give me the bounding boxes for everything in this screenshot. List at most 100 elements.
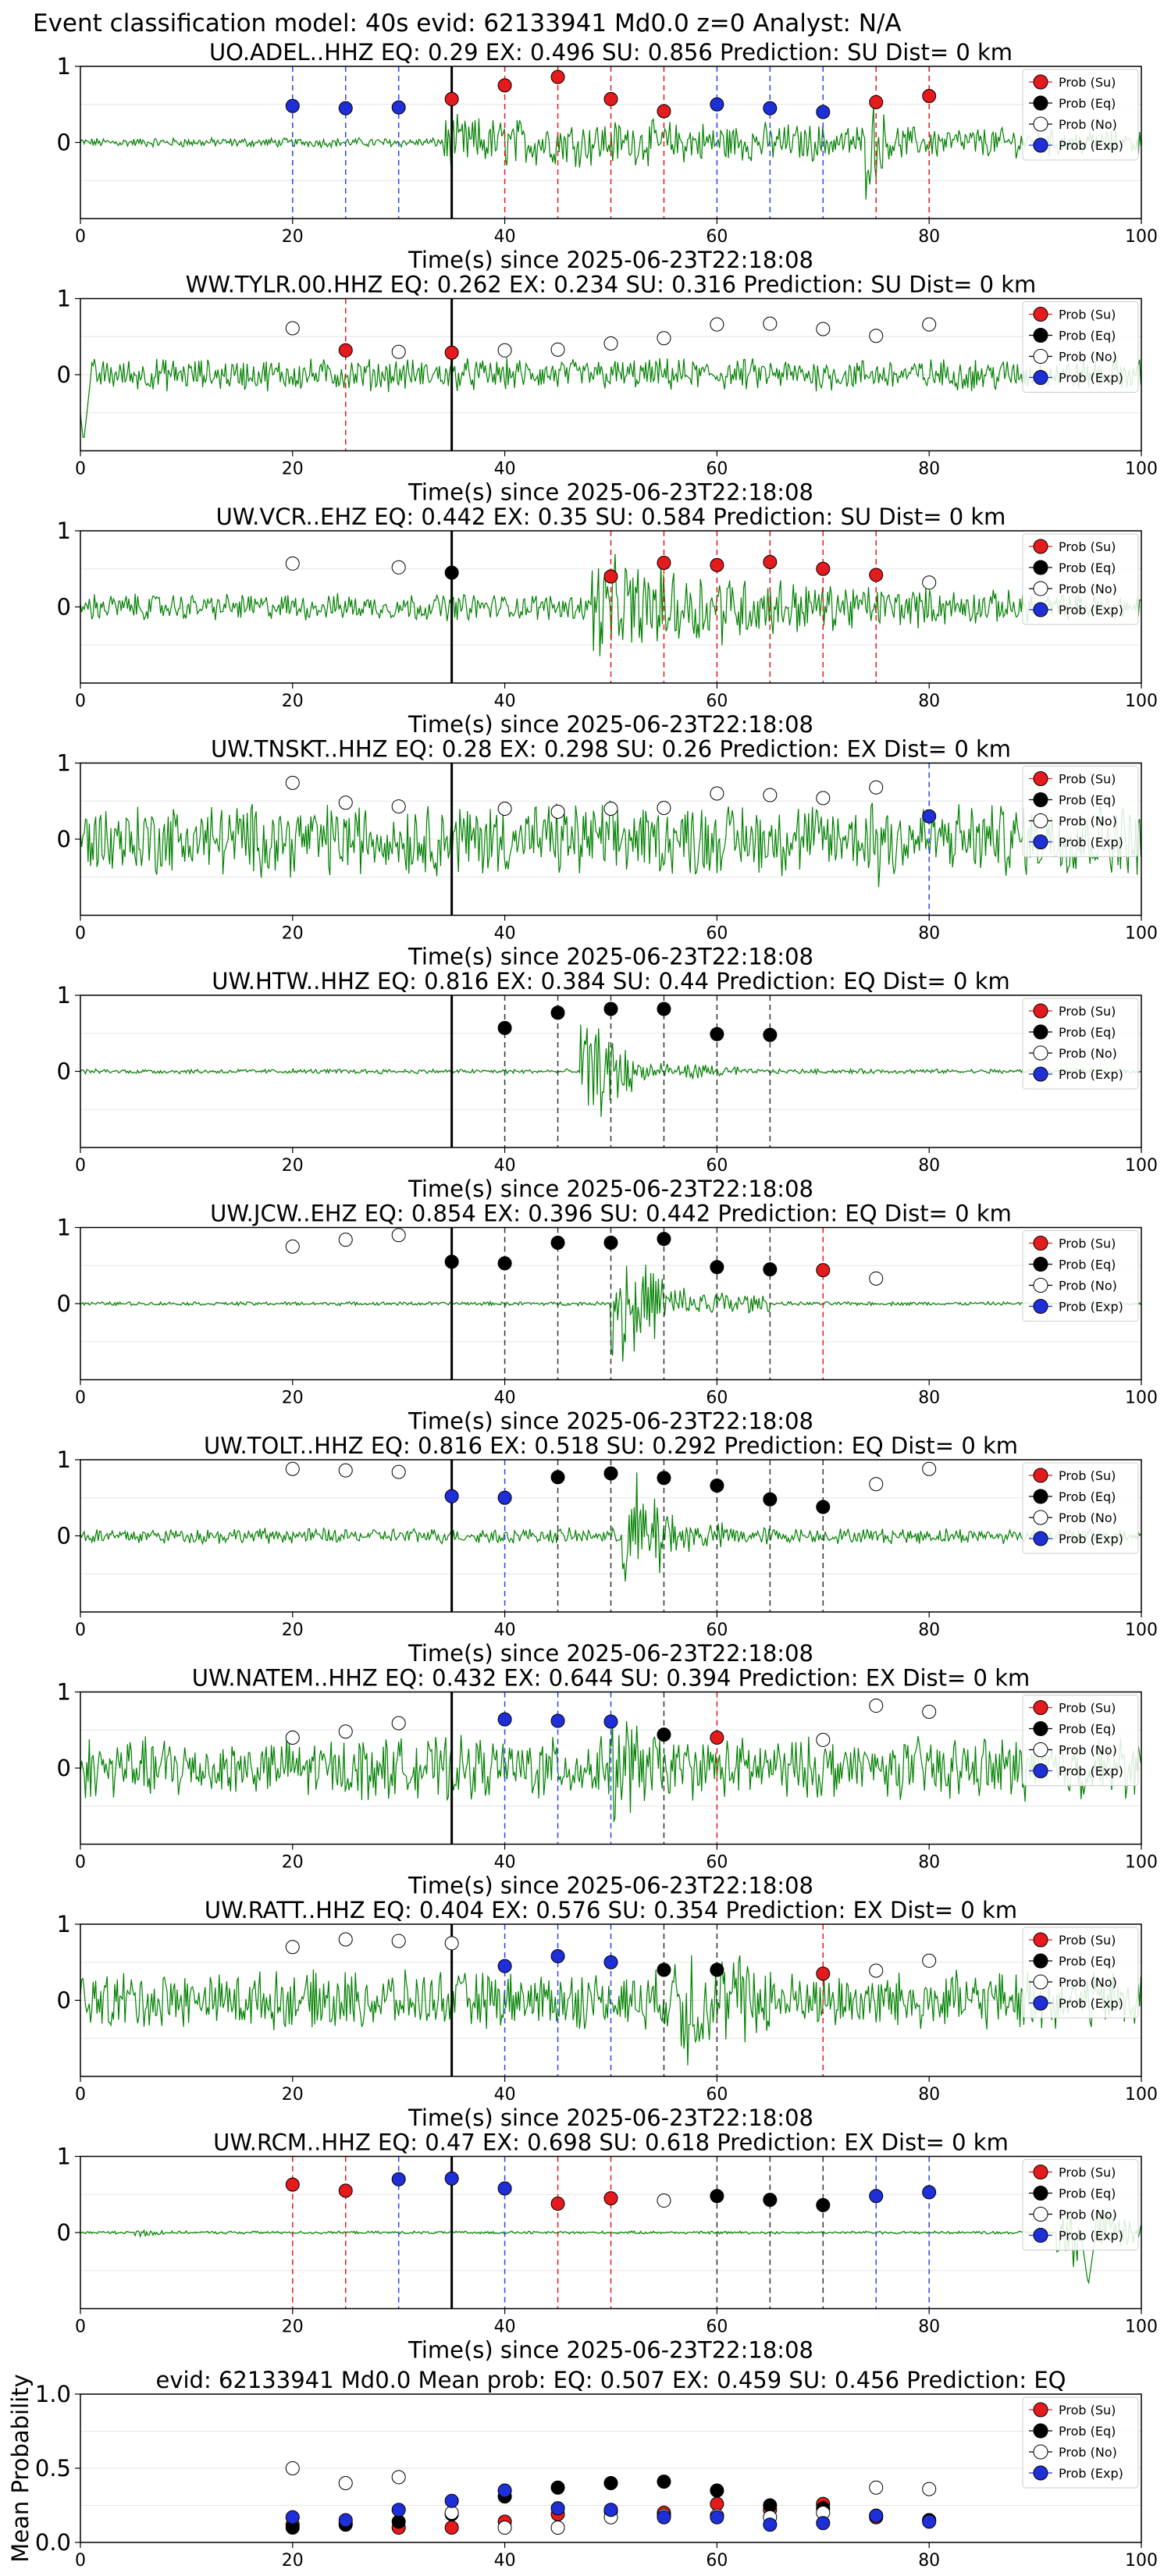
point-no bbox=[285, 321, 300, 336]
legend-marker-su bbox=[1033, 1700, 1048, 1715]
point-exp bbox=[497, 1712, 512, 1727]
x-tick-label: 80 bbox=[918, 227, 940, 247]
legend-label-su: Prob (Su) bbox=[1059, 2165, 1116, 2180]
panel-title: UW.NATEM..HHZ EQ: 0.432 EX: 0.644 SU: 0.… bbox=[192, 1665, 1030, 1692]
legend-marker-exp bbox=[1033, 137, 1048, 153]
point-no bbox=[391, 1228, 406, 1243]
waveform-trace bbox=[80, 357, 1142, 438]
point-no bbox=[763, 316, 778, 331]
point-no bbox=[922, 1953, 937, 1968]
x-tick-label: 100 bbox=[1125, 1853, 1158, 1873]
y-tick-label: 1 bbox=[57, 1215, 71, 1241]
point-no bbox=[869, 1699, 884, 1713]
x-axis-label: Time(s) since 2025-06-23T22:18:08 bbox=[408, 1408, 813, 1435]
legend-marker-exp bbox=[1033, 1531, 1048, 1546]
point-exp bbox=[550, 1948, 565, 1963]
point-eq bbox=[603, 1236, 618, 1250]
y-tick-label: 0 bbox=[57, 2219, 71, 2246]
y-tick-label: 1 bbox=[57, 1446, 71, 1473]
point-su bbox=[603, 91, 618, 106]
x-tick-label: 60 bbox=[706, 2551, 728, 2571]
point-no bbox=[603, 336, 618, 351]
x-tick-label: 0 bbox=[75, 460, 86, 479]
legend-marker-no bbox=[1033, 1742, 1048, 1757]
x-axis-label: Time(s) since 2025-06-23T22:18:08 bbox=[408, 479, 813, 506]
legend-marker-no bbox=[1033, 116, 1048, 132]
point-su bbox=[710, 557, 724, 572]
x-tick-label: 100 bbox=[1125, 1156, 1158, 1176]
x-tick-label: 20 bbox=[282, 1853, 304, 1873]
x-tick-label: 100 bbox=[1125, 2085, 1158, 2105]
waveform-trace bbox=[80, 1265, 1142, 1362]
point-no bbox=[922, 575, 937, 590]
point-no bbox=[869, 1271, 884, 1286]
legend-marker-su bbox=[1033, 539, 1048, 554]
x-tick-label: 20 bbox=[282, 1156, 304, 1176]
legend-label-su: Prob (Su) bbox=[1059, 772, 1116, 787]
x-tick-label: 100 bbox=[1125, 1389, 1158, 1408]
x-tick-label: 40 bbox=[494, 227, 516, 247]
legend-label-no: Prob (No) bbox=[1059, 1510, 1117, 1525]
panel-title: UO.ADEL..HHZ EQ: 0.29 EX: 0.496 SU: 0.85… bbox=[209, 39, 1013, 66]
y-tick-label: 0 bbox=[57, 1290, 71, 1317]
point-exp bbox=[869, 2189, 884, 2204]
legend-marker-exp bbox=[1033, 1299, 1048, 1314]
point-eq bbox=[816, 1500, 831, 1514]
point-exp bbox=[497, 2483, 512, 2498]
x-tick-label: 20 bbox=[282, 1389, 304, 1408]
x-tick-label: 80 bbox=[918, 1156, 940, 1176]
point-eq bbox=[603, 2476, 618, 2490]
point-no bbox=[869, 2480, 884, 2495]
x-tick-label: 60 bbox=[706, 924, 728, 944]
point-no bbox=[922, 1461, 937, 1476]
point-su bbox=[816, 561, 831, 576]
point-exp bbox=[603, 2503, 618, 2517]
y-tick-label: 1 bbox=[57, 53, 71, 80]
x-tick-label: 0 bbox=[75, 1156, 86, 1176]
x-tick-label: 40 bbox=[494, 1389, 516, 1408]
x-tick-label: 60 bbox=[706, 2318, 728, 2337]
point-exp bbox=[922, 2185, 937, 2200]
point-exp bbox=[816, 2516, 831, 2531]
y-tick-label: 1 bbox=[57, 1911, 71, 1937]
legend-label-eq: Prob (Eq) bbox=[1059, 329, 1116, 343]
x-axis-label: Time(s) since 2025-06-23T22:18:08 bbox=[408, 1873, 813, 1899]
legend-marker-exp bbox=[1033, 1995, 1048, 2011]
legend-marker-eq bbox=[1033, 2186, 1048, 2201]
legend-box bbox=[1022, 69, 1139, 161]
point-eq bbox=[763, 2193, 778, 2208]
point-no bbox=[922, 317, 937, 332]
legend-marker-exp bbox=[1033, 1066, 1048, 1082]
point-no bbox=[285, 1940, 300, 1955]
x-tick-label: 20 bbox=[282, 924, 304, 944]
legend-label-exp: Prob (Exp) bbox=[1059, 1764, 1123, 1779]
y-tick-label: 0.5 bbox=[35, 2455, 71, 2482]
point-su bbox=[869, 94, 884, 109]
panel-title: UW.JCW..EHZ EQ: 0.854 EX: 0.396 SU: 0.44… bbox=[210, 1201, 1012, 1227]
legend-marker-no bbox=[1033, 1510, 1048, 1525]
point-no bbox=[869, 780, 884, 795]
x-tick-label: 20 bbox=[282, 2085, 304, 2105]
x-tick-label: 100 bbox=[1125, 692, 1158, 711]
point-exp bbox=[391, 2172, 406, 2186]
x-axis-label: Time(s) since 2025-06-23T22:18:08 bbox=[408, 2105, 813, 2131]
legend-marker-no bbox=[1033, 349, 1048, 364]
point-no bbox=[657, 2194, 671, 2208]
point-no bbox=[550, 804, 565, 819]
point-no bbox=[497, 2521, 512, 2535]
x-tick-label: 80 bbox=[918, 924, 940, 944]
legend-marker-su bbox=[1033, 1003, 1048, 1019]
x-tick-label: 20 bbox=[282, 460, 304, 479]
x-tick-label: 40 bbox=[494, 924, 516, 944]
legend-marker-no bbox=[1033, 1045, 1048, 1061]
legend-marker-su bbox=[1033, 2165, 1048, 2179]
point-exp bbox=[922, 809, 937, 824]
legend-label-exp: Prob (Exp) bbox=[1059, 1300, 1123, 1315]
y-tick-label: 1 bbox=[57, 2144, 71, 2170]
point-eq bbox=[657, 1002, 671, 1016]
legend-box bbox=[1022, 2159, 1139, 2250]
legend-marker-eq bbox=[1033, 1257, 1048, 1272]
x-tick-label: 60 bbox=[706, 1853, 728, 1873]
point-no bbox=[338, 1724, 353, 1739]
